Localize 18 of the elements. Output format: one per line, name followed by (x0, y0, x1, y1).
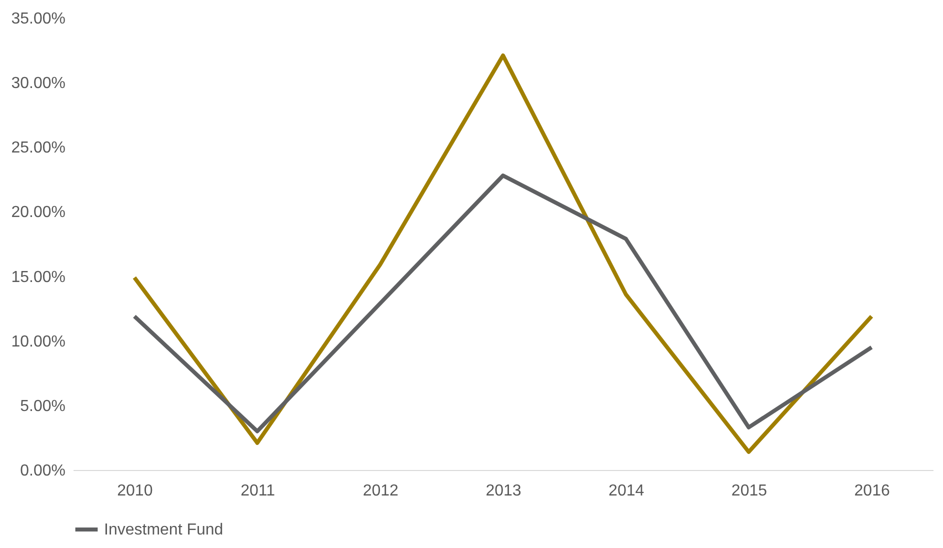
y-tick-label: 25.00% (11, 140, 66, 157)
y-tick-label: 5.00% (20, 398, 66, 415)
legend-label: Investment Fund (104, 522, 224, 538)
x-tick-label: 2011 (240, 482, 276, 500)
x-tick-label: 2016 (854, 482, 890, 500)
x-tick-label: 2012 (362, 482, 399, 500)
line-series (132, 174, 874, 434)
y-tick-label: 15.00% (11, 268, 66, 286)
line-series (132, 53, 874, 454)
x-tick-label: 2014 (608, 482, 644, 500)
x-tick-label: 2015 (731, 482, 768, 500)
y-tick-label: 30.00% (11, 75, 66, 92)
x-tick-label: 2010 (117, 482, 153, 500)
y-tick-label: 35.00% (11, 10, 66, 28)
y-tick-label: 0.00% (20, 462, 66, 480)
y-tick-label: 20.00% (11, 204, 66, 222)
y-tick-label: 10.00% (11, 333, 66, 350)
x-tick-label: 2013 (486, 482, 522, 500)
